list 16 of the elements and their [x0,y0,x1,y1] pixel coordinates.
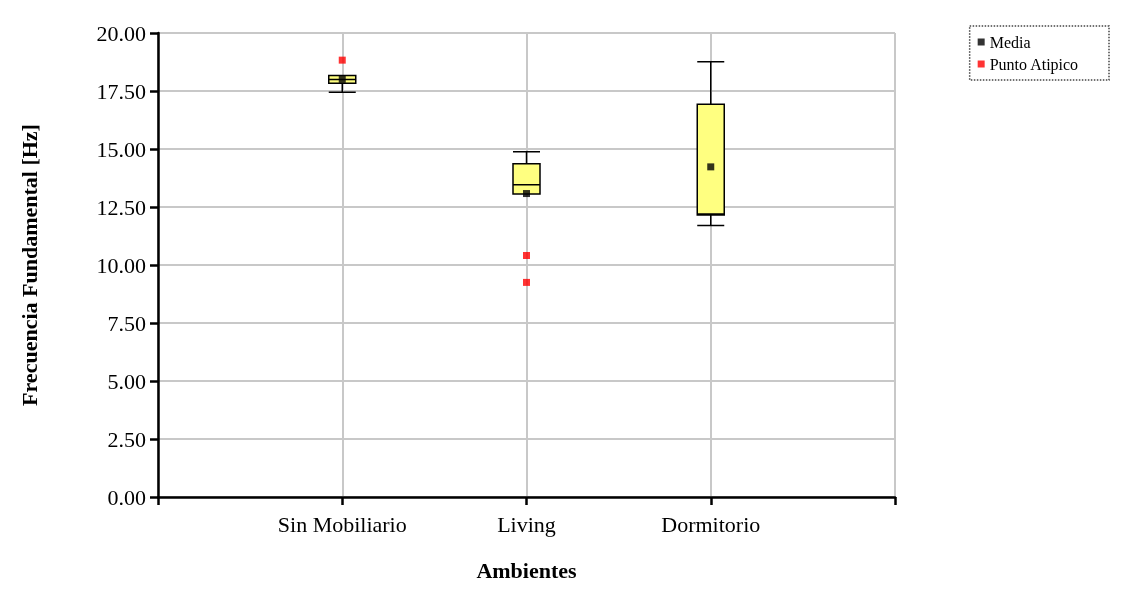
y-tick-label: 15.00 [96,136,146,162]
y-tick-label: 12.50 [96,194,146,220]
y-tick-label: 2.50 [107,426,146,452]
y-axis-title: Frecuencia Fundamental [Hz] [16,124,42,406]
y-tick-label: 20.00 [96,20,146,46]
x-tick-label: Living [497,511,556,537]
legend-label: Punto Atipico [989,55,1079,74]
y-tick-label: 17.50 [96,78,146,104]
y-tick-label: 0.00 [107,484,146,510]
x-tick-label: Dormitorio [661,511,761,537]
y-tick-label: 10.00 [96,252,146,278]
x-axis-title: Ambientes [476,557,578,583]
y-tick-label: 7.50 [107,310,146,336]
x-tick-label: Sin Mobiliario [277,511,407,537]
legend-label: Media [989,33,1031,51]
y-tick-label: 5.00 [107,368,146,394]
